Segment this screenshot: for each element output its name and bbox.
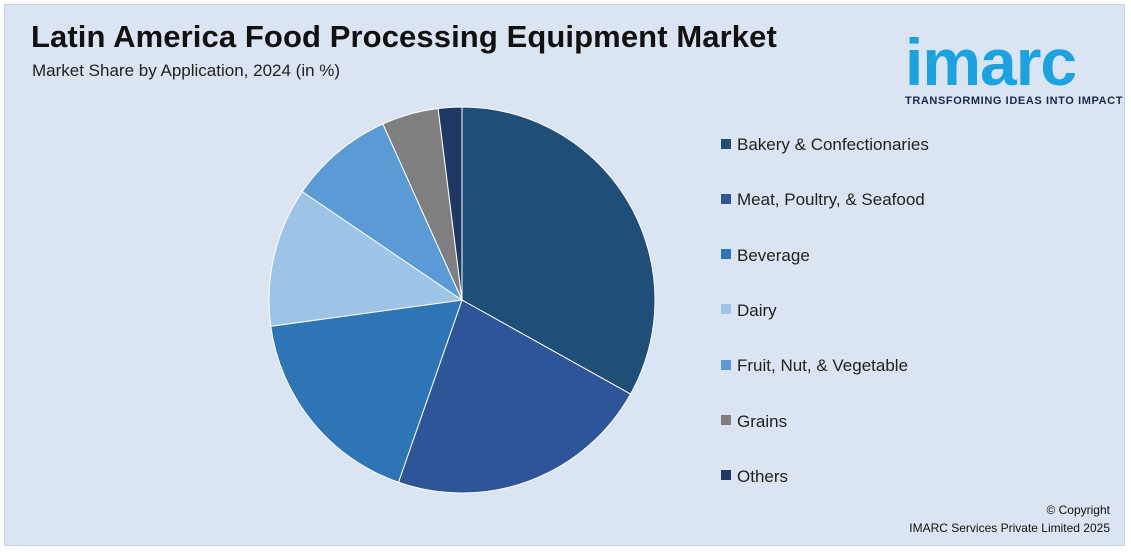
copyright-line-2: IMARC Services Private Limited 2025 bbox=[909, 521, 1110, 535]
legend-swatch bbox=[721, 359, 731, 370]
legend-item-beverage: Beverage bbox=[721, 246, 810, 268]
legend-label: Beverage bbox=[737, 245, 810, 265]
legend-swatch bbox=[721, 415, 731, 425]
chart-subtitle: Market Share by Application, 2024 (in %) bbox=[32, 61, 341, 80]
pie-slice-fruit-nut-vegetable bbox=[301, 123, 464, 302]
legend-item-fruit-nut-vegetable: Fruit, Nut, & Vegetable bbox=[721, 356, 908, 378]
pie-slice-meat-poultry-seafood bbox=[397, 299, 632, 494]
copyright-line-1: © Copyright bbox=[1046, 503, 1110, 517]
copyright-notice: © Copyright IMARC Services Private Limit… bbox=[909, 501, 1110, 537]
pie-slice-beverage bbox=[270, 299, 463, 483]
legend-swatch bbox=[721, 304, 731, 315]
pie-slice-dairy bbox=[268, 190, 464, 327]
pie-slice-bakery-confectionaries bbox=[461, 106, 656, 395]
legend-label: Fruit, Nut, & Vegetable bbox=[737, 356, 909, 376]
legend-swatch bbox=[721, 249, 731, 260]
legend-swatch bbox=[721, 193, 731, 204]
legend-label: Grains bbox=[737, 411, 788, 431]
legend-swatch bbox=[721, 470, 731, 481]
chart-title: Latin America Food Processing Equipment … bbox=[31, 19, 777, 54]
legend-swatch bbox=[721, 138, 731, 149]
imarc-logo: imarc TRANSFORMING IDEAS INTO IMPACT bbox=[895, 15, 1123, 111]
pie-slice-others bbox=[437, 106, 463, 301]
chart-frame: Latin America Food Processing Equipment … bbox=[4, 4, 1125, 546]
logo-tagline: TRANSFORMING IDEAS INTO IMPACT bbox=[905, 95, 1124, 107]
pie-chart bbox=[268, 106, 656, 494]
legend-item-meat-poultry-seafood: Meat, Poultry, & Seafood bbox=[721, 190, 925, 212]
legend-item-bakery-confectionaries: Bakery & Confectionaries bbox=[721, 135, 929, 157]
legend-label: Others bbox=[737, 466, 789, 486]
legend-label: Meat, Poultry, & Seafood bbox=[737, 190, 925, 210]
legend-item-dairy: Dairy bbox=[721, 301, 777, 323]
legend-item-grains: Grains bbox=[721, 412, 787, 434]
legend-label: Dairy bbox=[737, 300, 777, 320]
logo-wordmark: imarc bbox=[905, 25, 1077, 99]
legend-item-others: Others bbox=[721, 467, 788, 489]
legend-label: Bakery & Confectionaries bbox=[737, 135, 929, 154]
